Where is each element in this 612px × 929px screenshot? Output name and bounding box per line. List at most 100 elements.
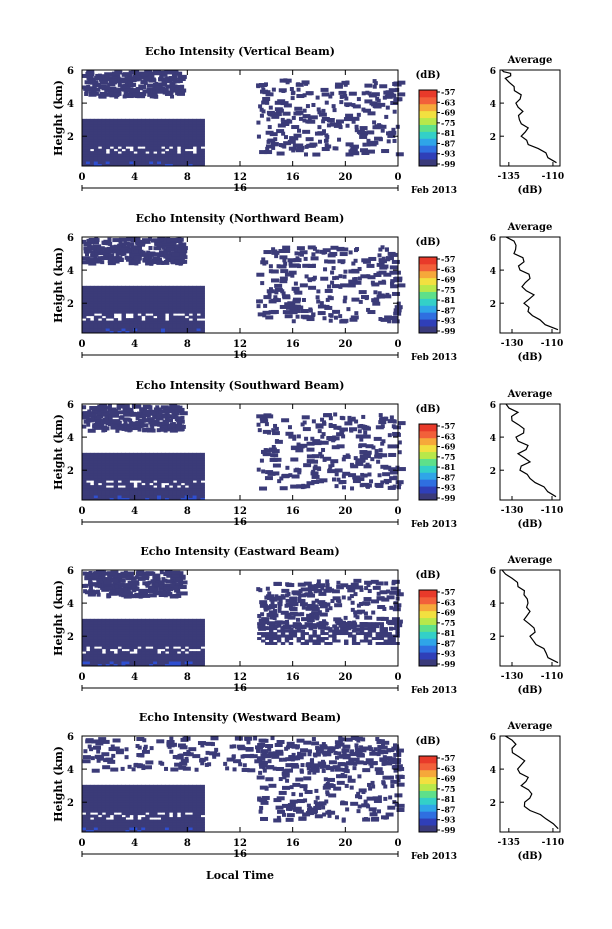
echo-cell	[149, 156, 154, 160]
echo-cell	[184, 480, 190, 484]
echo-cell	[161, 651, 166, 655]
echo-cell	[109, 643, 115, 647]
echo-cell	[137, 638, 142, 642]
echo-cell	[97, 799, 103, 803]
echo-cell	[180, 151, 186, 155]
echo-cell	[172, 318, 178, 322]
echo-cell	[85, 121, 91, 125]
echo-cell	[196, 161, 201, 165]
echo-cell	[153, 658, 158, 662]
echo-cell	[180, 318, 186, 322]
echo-cell	[387, 419, 396, 424]
echo-cell	[289, 306, 298, 311]
echo-cell	[176, 255, 185, 260]
echo-cell	[125, 631, 130, 635]
echo-cell	[355, 434, 364, 439]
echo-cell	[85, 298, 91, 302]
echo-cell	[192, 308, 198, 312]
y-tick-label: 4	[67, 266, 74, 277]
echo-cell	[168, 618, 174, 622]
echo-cell	[107, 241, 112, 246]
echo-cell	[117, 638, 122, 642]
echo-cell	[101, 310, 107, 314]
echo-cell	[121, 470, 126, 474]
echo-cell	[164, 475, 170, 479]
echo-cell	[129, 325, 134, 329]
echo-cell	[192, 300, 198, 304]
echo-cell	[168, 163, 174, 167]
echo-cell	[125, 298, 130, 302]
echo-cell	[168, 490, 174, 494]
echo-cell	[168, 318, 174, 322]
echo-cell	[184, 467, 190, 471]
echo-cell	[170, 86, 175, 91]
echo-cell	[161, 313, 166, 317]
echo-cell	[93, 293, 99, 297]
echo-cell	[125, 467, 130, 471]
echo-cell	[358, 444, 363, 449]
echo-cell	[101, 121, 107, 125]
echo-cell	[180, 295, 186, 299]
echo-cell	[82, 163, 87, 167]
echo-cell	[147, 92, 152, 97]
avg-x-tick-label: -110	[541, 672, 564, 682]
echo-cell	[184, 626, 190, 630]
echo-cell	[192, 298, 198, 302]
echo-cell	[129, 646, 134, 650]
echo-cell	[129, 462, 134, 466]
echo-cell	[120, 242, 125, 247]
echo-cell	[299, 602, 308, 607]
echo-cell	[137, 141, 142, 145]
echo-cell	[288, 637, 294, 641]
echo-cell	[109, 658, 115, 662]
echo-cell	[360, 472, 365, 477]
echo-cell	[366, 307, 371, 312]
echo-cell	[157, 631, 162, 635]
echo-cell	[200, 648, 205, 652]
echo-cell	[200, 497, 205, 501]
echo-cell	[149, 485, 154, 489]
echo-cell	[172, 490, 178, 494]
echo-cell	[311, 102, 316, 107]
echo-cell	[285, 602, 290, 607]
echo-cell	[176, 141, 182, 145]
echo-cell	[196, 320, 201, 324]
echo-cell	[284, 593, 289, 598]
echo-cell	[141, 163, 146, 167]
echo-cell	[153, 470, 158, 474]
echo-cell	[364, 615, 373, 620]
echo-cell	[93, 797, 99, 801]
echo-cell	[176, 161, 182, 165]
echo-cell	[113, 638, 119, 642]
echo-cell	[157, 658, 162, 662]
echo-cell	[109, 646, 115, 650]
echo-cell	[176, 239, 181, 244]
echo-cell	[141, 452, 146, 456]
echo-cell	[101, 490, 107, 494]
echo-cell	[97, 787, 103, 791]
echo-cell	[172, 285, 178, 289]
echo-cell	[345, 142, 354, 147]
echo-cell	[113, 636, 119, 640]
echo-cell	[379, 622, 385, 626]
echo-cell	[180, 323, 186, 327]
echo-cell	[145, 323, 150, 327]
echo-cell	[176, 457, 182, 461]
echo-cell	[107, 413, 112, 418]
echo-cell	[292, 634, 298, 638]
echo-cell	[172, 158, 178, 162]
echo-cell	[82, 457, 87, 461]
echo-cell	[121, 623, 126, 627]
echo-cell	[124, 76, 133, 81]
echo-cell	[109, 457, 115, 461]
echo-cell	[121, 293, 126, 297]
echo-cell	[125, 121, 130, 125]
echo-cell	[105, 656, 111, 660]
echo-cell	[97, 141, 103, 145]
echo-cell	[304, 152, 309, 157]
echo-cell	[192, 452, 198, 456]
echo-cell	[184, 631, 190, 635]
echo-cell	[322, 602, 331, 607]
echo-cell	[305, 91, 314, 96]
echo-cell	[115, 428, 120, 433]
